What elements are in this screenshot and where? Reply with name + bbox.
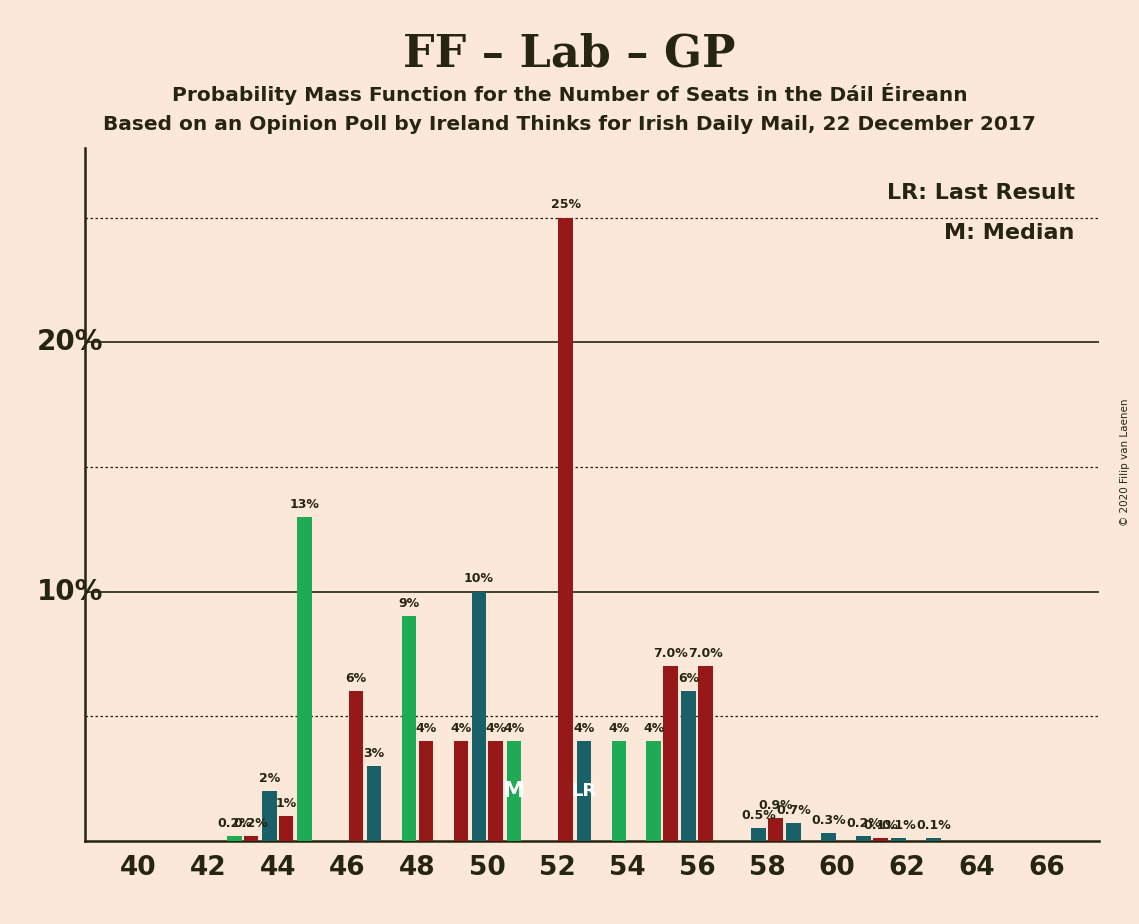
Bar <box>857 836 871 841</box>
Bar <box>507 741 522 841</box>
Text: 0.9%: 0.9% <box>759 799 793 812</box>
Text: 7.0%: 7.0% <box>653 647 688 660</box>
Bar <box>786 823 801 841</box>
Bar <box>418 741 433 841</box>
Text: 25%: 25% <box>551 199 581 212</box>
Bar <box>227 836 241 841</box>
Text: © 2020 Filip van Laenen: © 2020 Filip van Laenen <box>1121 398 1130 526</box>
Bar <box>244 836 259 841</box>
Text: M: Median: M: Median <box>944 223 1075 243</box>
Bar <box>472 591 486 841</box>
Text: Probability Mass Function for the Number of Seats in the Dáil Éireann: Probability Mass Function for the Number… <box>172 83 967 105</box>
Text: 6%: 6% <box>345 672 367 685</box>
Text: 4%: 4% <box>416 722 436 735</box>
Bar <box>698 666 713 841</box>
Text: 0.2%: 0.2% <box>216 817 252 830</box>
Text: M: M <box>503 781 525 801</box>
Bar <box>279 816 294 841</box>
Bar <box>891 838 906 841</box>
Text: 3%: 3% <box>363 747 385 760</box>
Bar <box>821 833 836 841</box>
Bar <box>453 741 468 841</box>
Text: 13%: 13% <box>289 497 319 511</box>
Text: 20%: 20% <box>36 328 103 357</box>
Text: 0.7%: 0.7% <box>777 804 811 817</box>
Bar <box>752 829 767 841</box>
Bar <box>367 766 382 841</box>
Text: 0.1%: 0.1% <box>882 819 916 833</box>
Bar <box>681 691 696 841</box>
Bar <box>612 741 626 841</box>
Text: 10%: 10% <box>36 578 103 605</box>
Text: 4%: 4% <box>450 722 472 735</box>
Bar <box>402 616 417 841</box>
Text: FF – Lab – GP: FF – Lab – GP <box>403 32 736 76</box>
Bar <box>489 741 503 841</box>
Text: 6%: 6% <box>678 672 699 685</box>
Bar <box>872 838 887 841</box>
Text: 10%: 10% <box>464 572 494 585</box>
Bar <box>576 741 591 841</box>
Text: 7.0%: 7.0% <box>688 647 723 660</box>
Text: 0.5%: 0.5% <box>741 809 776 822</box>
Bar <box>663 666 678 841</box>
Text: 2%: 2% <box>259 772 280 784</box>
Text: 4%: 4% <box>503 722 525 735</box>
Bar <box>558 218 573 841</box>
Text: 0.2%: 0.2% <box>233 817 269 830</box>
Text: 4%: 4% <box>608 722 630 735</box>
Text: Based on an Opinion Poll by Ireland Thinks for Irish Daily Mail, 22 December 201: Based on an Opinion Poll by Ireland Thin… <box>103 116 1036 135</box>
Bar <box>297 517 312 841</box>
Text: 1%: 1% <box>276 796 296 809</box>
Text: 0.2%: 0.2% <box>846 817 880 830</box>
Text: LR: LR <box>572 782 597 800</box>
Text: 0.3%: 0.3% <box>811 814 846 827</box>
Bar <box>768 819 782 841</box>
Text: LR: Last Result: LR: Last Result <box>886 183 1075 202</box>
Bar <box>262 791 277 841</box>
Text: 0.1%: 0.1% <box>863 819 898 833</box>
Bar <box>647 741 661 841</box>
Text: 4%: 4% <box>644 722 664 735</box>
Text: 9%: 9% <box>399 597 419 610</box>
Text: 0.1%: 0.1% <box>916 819 951 833</box>
Text: 4%: 4% <box>573 722 595 735</box>
Text: 4%: 4% <box>485 722 507 735</box>
Bar <box>926 838 941 841</box>
Bar <box>349 691 363 841</box>
